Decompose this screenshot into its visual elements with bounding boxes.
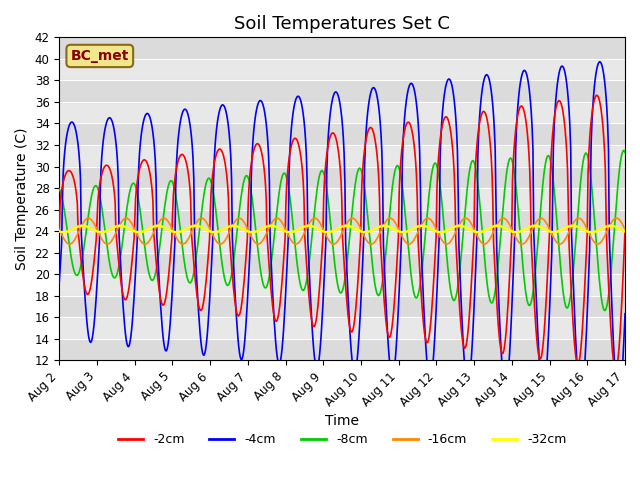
Legend: -2cm, -4cm, -8cm, -16cm, -32cm: -2cm, -4cm, -8cm, -16cm, -32cm	[113, 428, 572, 451]
Bar	[60, 210, 625, 231]
Bar	[60, 296, 625, 317]
Bar	[60, 339, 625, 360]
Bar	[60, 37, 625, 59]
Bar	[60, 167, 625, 188]
Y-axis label: Soil Temperature (C): Soil Temperature (C)	[15, 128, 29, 270]
Title: Soil Temperatures Set C: Soil Temperatures Set C	[234, 15, 450, 33]
X-axis label: Time: Time	[325, 414, 359, 428]
Bar	[60, 252, 625, 274]
Text: BC_met: BC_met	[70, 49, 129, 63]
Bar	[60, 81, 625, 102]
Bar	[60, 123, 625, 145]
